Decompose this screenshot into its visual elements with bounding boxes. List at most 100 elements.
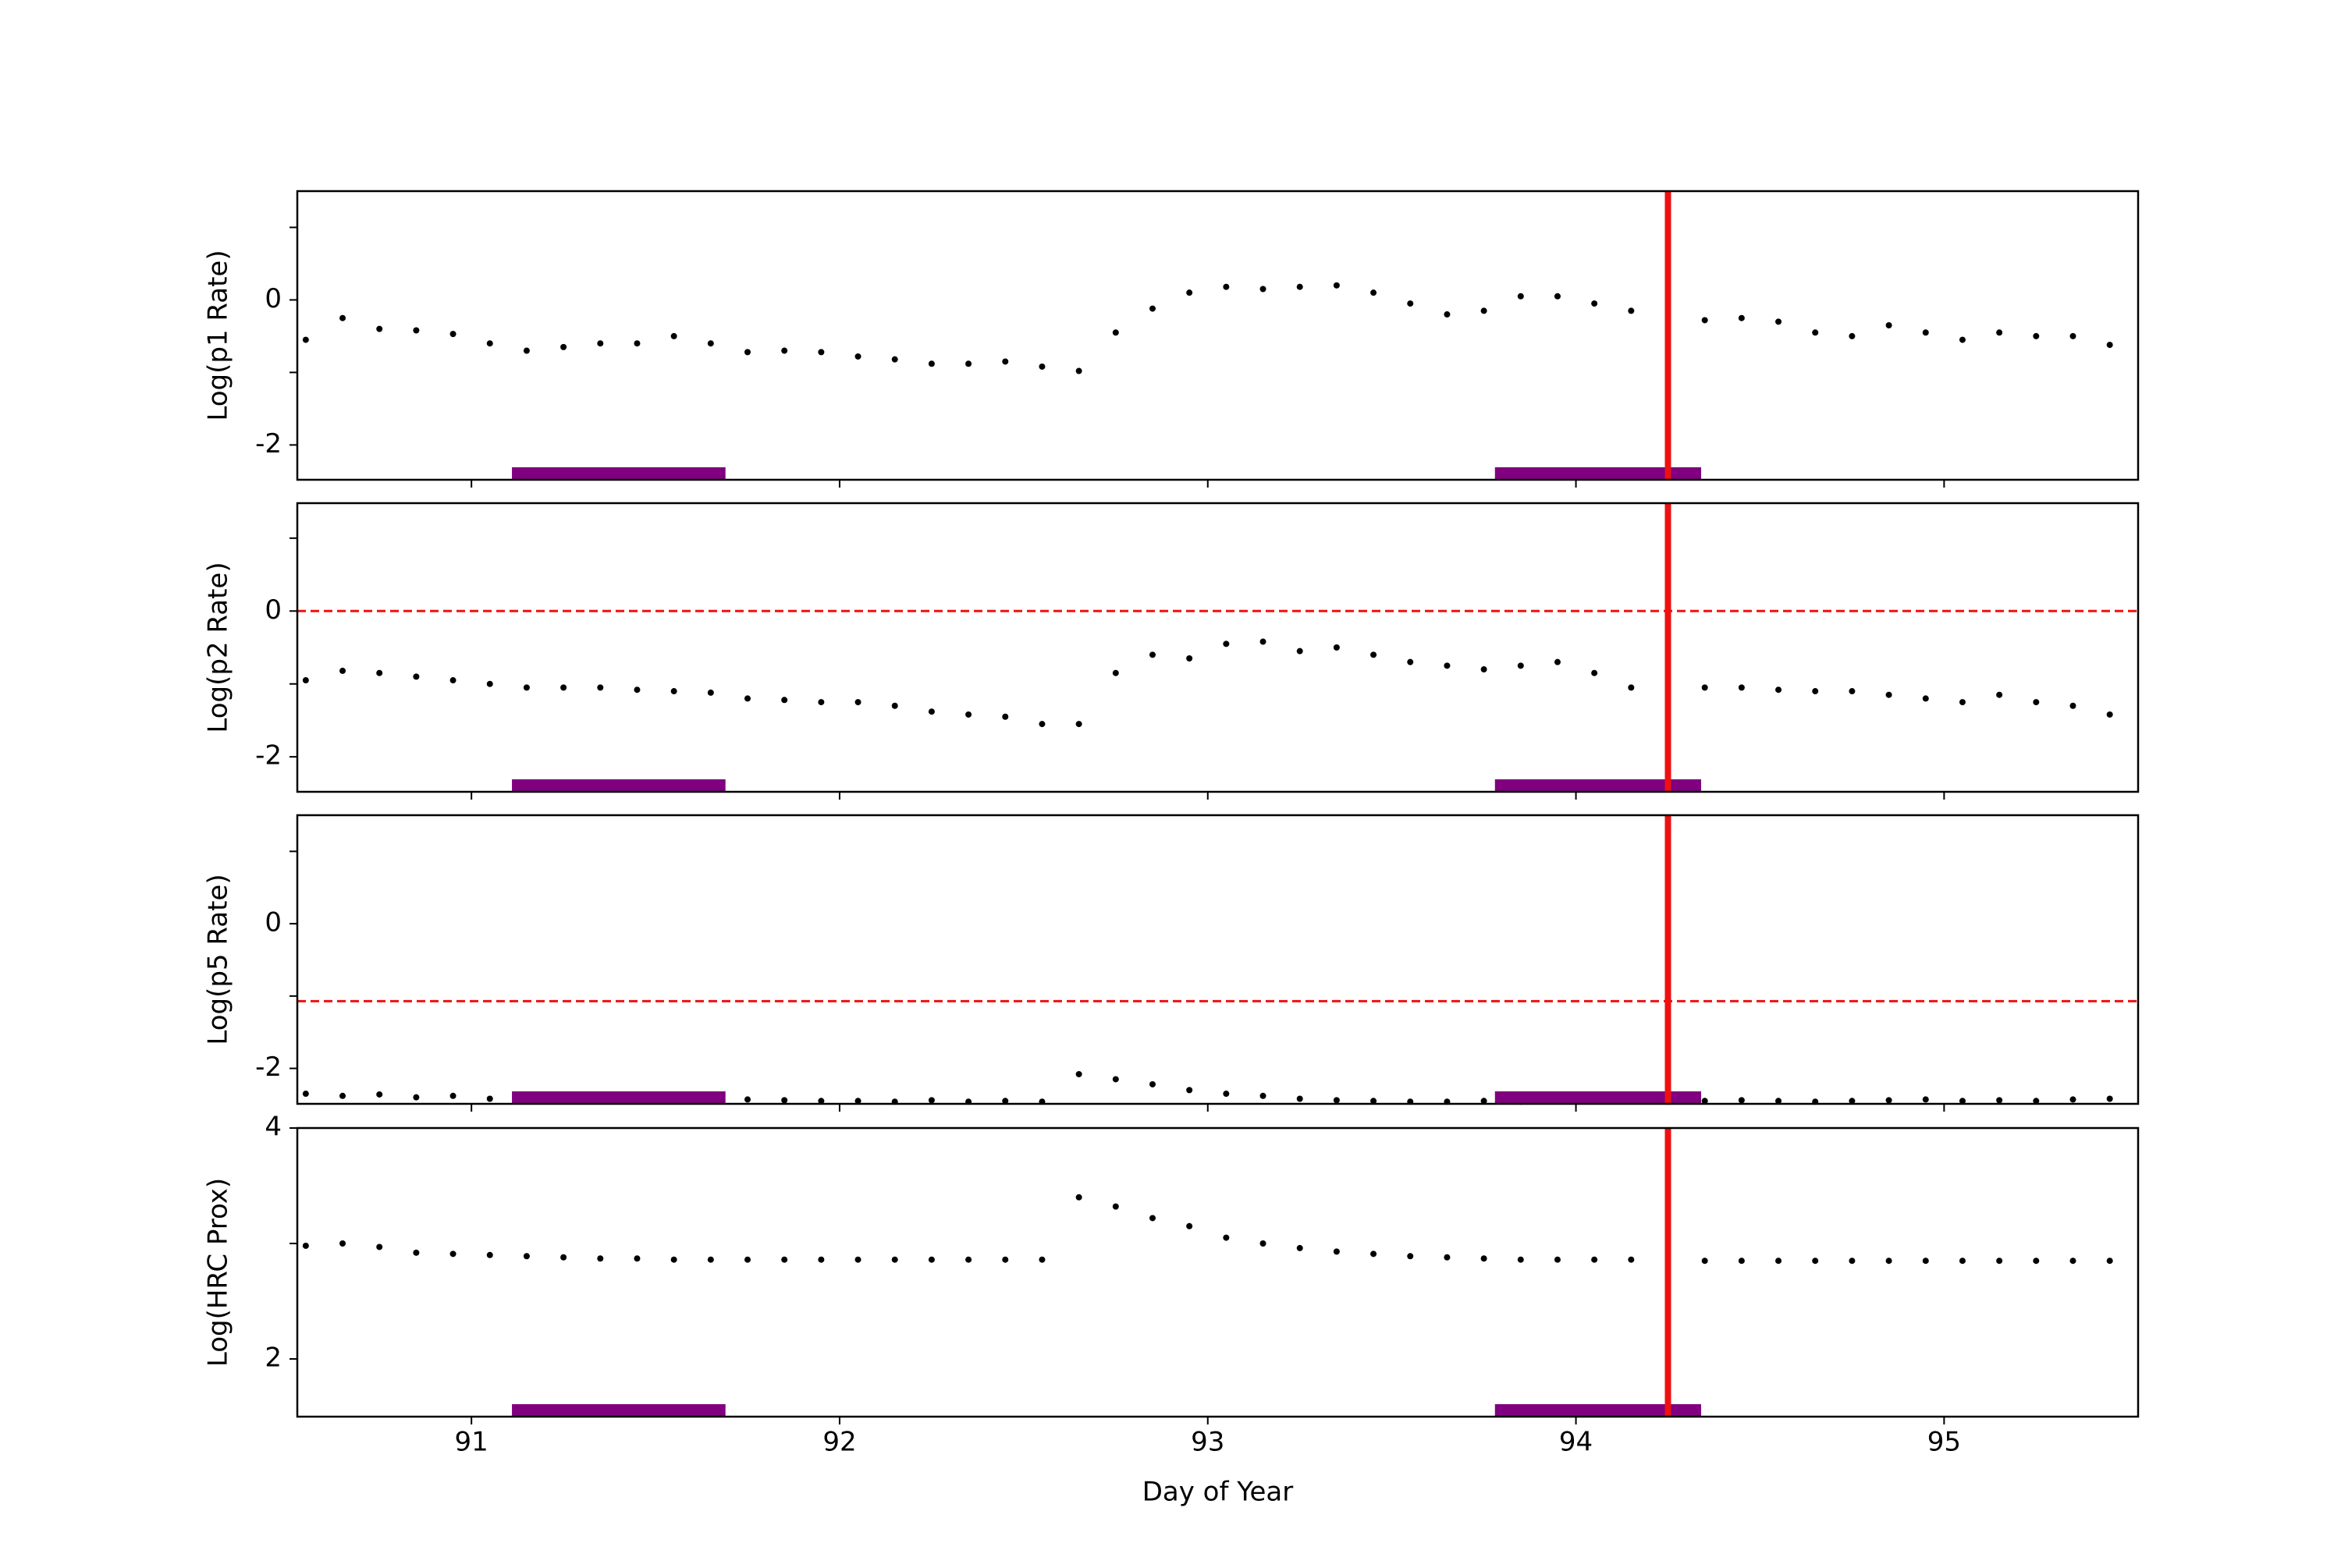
data-point bbox=[1812, 1258, 1819, 1265]
data-point bbox=[1480, 1098, 1487, 1105]
data-point bbox=[1996, 329, 2003, 336]
data-point bbox=[1002, 713, 1009, 720]
plot-frame bbox=[296, 814, 2140, 1105]
data-point bbox=[1738, 684, 1745, 691]
data-point bbox=[2106, 711, 2113, 718]
data-point bbox=[1738, 1097, 1745, 1104]
data-point bbox=[1370, 1250, 1377, 1258]
data-point bbox=[376, 325, 383, 332]
data-point bbox=[1444, 1254, 1451, 1261]
data-point bbox=[2033, 1258, 2040, 1265]
data-point bbox=[1223, 1091, 1230, 1098]
data-point bbox=[1186, 1222, 1193, 1229]
data-point bbox=[1591, 669, 1598, 676]
data-point bbox=[854, 1098, 861, 1105]
data-point bbox=[376, 669, 383, 676]
plot-frame bbox=[296, 502, 2140, 793]
data-point bbox=[1849, 332, 1856, 339]
data-point bbox=[1775, 686, 1782, 694]
data-point bbox=[560, 684, 567, 691]
data-point bbox=[1407, 1253, 1414, 1260]
interval-bar bbox=[512, 1404, 726, 1417]
data-point bbox=[1701, 1098, 1708, 1105]
y-tick-label: -2 bbox=[255, 1052, 282, 1083]
interval-bar bbox=[512, 1091, 726, 1104]
data-point bbox=[891, 1256, 898, 1263]
data-point bbox=[707, 1256, 714, 1263]
data-point bbox=[1775, 318, 1782, 325]
data-point bbox=[2106, 1258, 2113, 1265]
data-point bbox=[486, 680, 493, 687]
data-point bbox=[1922, 1258, 1929, 1265]
data-point bbox=[1775, 1098, 1782, 1105]
data-point bbox=[1259, 1092, 1266, 1099]
data-point bbox=[1517, 1256, 1524, 1263]
data-point bbox=[634, 1255, 641, 1262]
data-point bbox=[1259, 1240, 1266, 1247]
data-point bbox=[818, 699, 825, 706]
data-point bbox=[928, 1097, 935, 1104]
data-point bbox=[449, 331, 456, 338]
data-point bbox=[302, 677, 309, 684]
data-point bbox=[965, 711, 972, 718]
data-point bbox=[891, 356, 898, 363]
data-point bbox=[1296, 1095, 1303, 1102]
data-point bbox=[744, 349, 751, 356]
data-point bbox=[1112, 1076, 1119, 1083]
data-point bbox=[1480, 1255, 1487, 1262]
data-point bbox=[560, 343, 567, 350]
data-point bbox=[1039, 1256, 1046, 1263]
data-point bbox=[486, 1095, 493, 1102]
data-point bbox=[1333, 644, 1340, 651]
data-point bbox=[1149, 1215, 1156, 1222]
data-point bbox=[523, 1253, 530, 1260]
data-point bbox=[1885, 1258, 1892, 1265]
data-point bbox=[1849, 1258, 1856, 1265]
data-point bbox=[1959, 1258, 1966, 1265]
data-point bbox=[928, 1256, 935, 1263]
data-point bbox=[1996, 1258, 2003, 1265]
interval-bar bbox=[512, 467, 726, 480]
data-point bbox=[1112, 669, 1119, 676]
data-point bbox=[928, 360, 935, 367]
data-point bbox=[1591, 300, 1598, 307]
data-point bbox=[523, 347, 530, 354]
data-point bbox=[1296, 647, 1303, 655]
y-tick-label: 0 bbox=[265, 283, 282, 314]
data-point bbox=[1296, 1244, 1303, 1251]
data-point bbox=[2069, 1096, 2076, 1103]
data-point bbox=[634, 340, 641, 347]
plot-frame bbox=[296, 190, 2140, 481]
data-point bbox=[744, 1256, 751, 1263]
y-axis-label: Log(p5 Rate) bbox=[203, 874, 234, 1045]
data-point bbox=[560, 1254, 567, 1261]
data-point bbox=[302, 1242, 309, 1249]
data-point bbox=[1701, 684, 1708, 691]
data-point bbox=[2106, 1095, 2113, 1102]
data-point bbox=[486, 340, 493, 347]
data-point bbox=[707, 689, 714, 696]
data-point bbox=[781, 347, 788, 354]
data-point bbox=[1075, 1194, 1082, 1201]
data-point bbox=[1259, 286, 1266, 293]
data-point bbox=[670, 1256, 677, 1263]
data-point bbox=[744, 695, 751, 702]
data-point bbox=[1775, 1258, 1782, 1265]
data-point bbox=[1554, 1256, 1561, 1263]
data-point bbox=[1039, 363, 1046, 370]
y-axis-label: Log(HRC Prox) bbox=[203, 1178, 234, 1367]
data-point bbox=[928, 708, 935, 715]
data-point bbox=[1259, 638, 1266, 645]
x-tick-label: 91 bbox=[455, 1427, 488, 1458]
data-point bbox=[2033, 1098, 2040, 1105]
data-point bbox=[1149, 305, 1156, 312]
data-point bbox=[2069, 332, 2076, 339]
data-point bbox=[965, 1256, 972, 1263]
data-point bbox=[1039, 721, 1046, 728]
data-point bbox=[1885, 691, 1892, 698]
data-point bbox=[1812, 688, 1819, 695]
data-point bbox=[1517, 662, 1524, 669]
interval-bar bbox=[1494, 1404, 1701, 1417]
data-point bbox=[818, 1256, 825, 1263]
y-tick-label: -2 bbox=[255, 740, 282, 772]
